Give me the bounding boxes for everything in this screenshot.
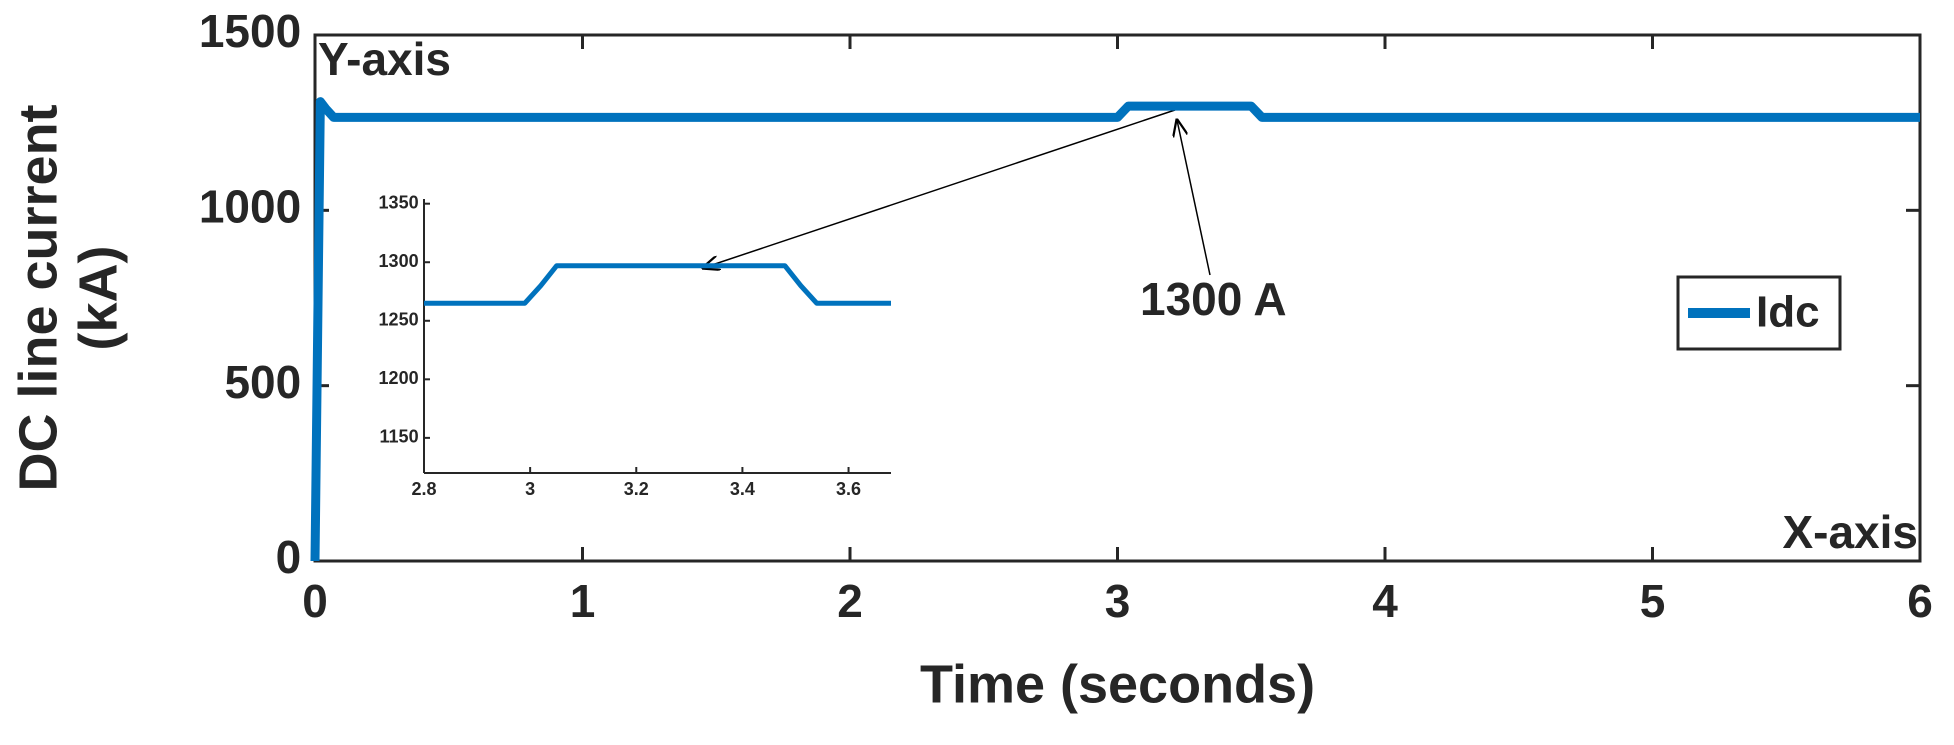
annotation: Y-axis (318, 33, 451, 85)
y-tick-label: 0 (276, 531, 302, 583)
y-tick-label: 1500 (199, 5, 301, 57)
annotation: 1300 A (1140, 273, 1287, 325)
plot-area (310, 97, 1920, 562)
annotation-arrow (1177, 120, 1211, 276)
x-tick-label: 4 (1372, 575, 1398, 627)
annotation: X-axis (1782, 506, 1918, 558)
y-axis-title: DC line current (8, 104, 68, 491)
x-tick-label: 1 (570, 575, 596, 627)
y-tick-label: 1200 (379, 368, 419, 388)
x-tick-label: 3.6 (836, 479, 861, 499)
y-tick-label: 1350 (379, 192, 419, 212)
x-tick-label: 3 (525, 479, 535, 499)
x-tick-label: 2.8 (411, 479, 436, 499)
x-tick-label: 2 (837, 575, 863, 627)
data-line (424, 263, 891, 306)
x-tick-label: 0 (302, 575, 328, 627)
y-tick-label: 1000 (199, 180, 301, 232)
x-tick-label: 3.4 (730, 479, 755, 499)
x-tick-label: 6 (1907, 575, 1933, 627)
x-axis-title: Time (seconds) (920, 654, 1315, 714)
y-tick-label: 500 (224, 356, 301, 408)
x-tick-label: 3 (1105, 575, 1131, 627)
y-tick-label: 1150 (380, 427, 419, 447)
plot-area (424, 263, 891, 306)
y-axis-title: (kA) (68, 246, 128, 351)
y-tick-label: 1250 (379, 310, 419, 330)
y-tick-label: 1300 (379, 251, 419, 271)
x-tick-label: 3.2 (624, 479, 649, 499)
legend-label: Idc (1756, 288, 1820, 337)
x-tick-label: 5 (1640, 575, 1666, 627)
annotation-arrow (703, 109, 1176, 268)
data-line (310, 97, 1920, 562)
